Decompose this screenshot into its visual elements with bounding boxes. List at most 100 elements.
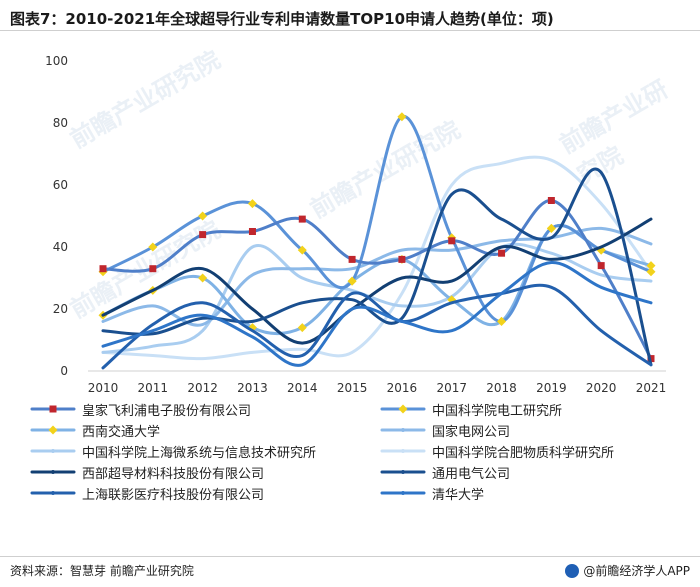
data-point (398, 255, 406, 263)
legend-item: 皇家飞利浦电子股份有限公司 (30, 398, 251, 420)
data-point (599, 329, 603, 332)
data-point (101, 366, 105, 370)
data-point (400, 292, 404, 295)
legend-swatch (30, 425, 76, 435)
y-tick-label: 40 (53, 240, 68, 254)
data-point (251, 320, 254, 323)
x-tick-label: 2010 (88, 381, 119, 395)
data-point (599, 245, 603, 249)
data-point (500, 239, 503, 242)
legend-swatch (30, 470, 76, 474)
data-point (550, 252, 553, 255)
x-tick-label: 2016 (387, 381, 418, 395)
data-point (201, 301, 204, 304)
data-point (199, 231, 207, 239)
footer-brand-text: @前瞻经济学人APP (583, 564, 690, 578)
data-point (151, 345, 155, 348)
data-point (500, 292, 503, 295)
chart-title: 图表7：2010-2021年全球超导行业专利申请数量TOP10申请人趋势(单位：… (10, 10, 554, 28)
data-point (151, 304, 155, 308)
series-10 (101, 260, 653, 367)
data-point (148, 242, 158, 252)
data-point (248, 228, 256, 235)
data-point (599, 202, 603, 205)
brand-logo-icon (565, 563, 580, 578)
data-point (201, 314, 204, 317)
data-point (350, 351, 354, 354)
data-point (251, 335, 254, 339)
legend-label: 中国科学院合肥物质科学研究所 (432, 445, 615, 461)
data-point (397, 112, 407, 122)
data-point (450, 193, 453, 196)
series-line (101, 283, 653, 370)
data-point (649, 242, 653, 246)
legend-item: 中国科学院上海微系统与信息技术研究所 (30, 440, 316, 462)
data-point (350, 292, 354, 295)
data-point (347, 276, 357, 286)
data-point (301, 267, 304, 270)
legend-swatch (380, 404, 426, 414)
data-point (101, 345, 105, 348)
legend-swatch (30, 491, 76, 495)
x-tick-label: 2014 (287, 381, 318, 395)
legend-swatch (30, 449, 76, 453)
y-tick-label: 20 (53, 302, 68, 316)
data-point (350, 267, 354, 270)
data-point (550, 159, 553, 162)
x-tick-label: 2017 (436, 381, 467, 395)
data-point (649, 217, 653, 221)
data-point (599, 273, 603, 277)
x-tick-label: 2020 (586, 381, 617, 395)
data-point (201, 329, 204, 332)
y-tick-label: 60 (53, 178, 68, 192)
legend-swatch (380, 449, 426, 453)
data-point (400, 276, 404, 280)
data-point (251, 329, 254, 332)
data-point (450, 248, 453, 252)
data-point (251, 273, 254, 277)
legend-marker (401, 449, 405, 453)
data-point (251, 351, 254, 354)
series-1 (99, 197, 655, 363)
legend-marker (51, 470, 55, 474)
footer-brand: @前瞻经济学人APP (565, 562, 690, 579)
data-point (500, 245, 503, 249)
legend-swatch (30, 405, 76, 413)
y-tick-label: 100 (45, 54, 68, 68)
legend-item: 中国科学院电工研究所 (380, 398, 562, 420)
legend-label: 国家电网公司 (432, 424, 511, 440)
legend-swatch (380, 428, 426, 432)
data-point (550, 258, 553, 261)
data-point (151, 289, 155, 292)
data-point (301, 354, 304, 357)
legend-marker (401, 491, 405, 495)
data-point (251, 245, 254, 249)
legend-label: 上海联影医疗科技股份有限公司 (82, 487, 265, 503)
legend-label: 西部超导材料科技股份有限公司 (82, 466, 265, 482)
x-tick-label: 2013 (237, 381, 268, 395)
data-point (450, 301, 453, 304)
data-point (198, 273, 208, 283)
x-tick-label: 2011 (138, 381, 169, 395)
legend-item: 西南交通大学 (30, 419, 160, 441)
data-point (450, 183, 453, 187)
data-point (151, 329, 155, 332)
data-point (498, 249, 506, 257)
data-point (301, 363, 304, 366)
legend-item: 西部超导材料科技股份有限公司 (30, 461, 264, 483)
data-point (101, 351, 105, 354)
data-point (301, 276, 304, 280)
data-point (198, 211, 208, 221)
data-point (251, 307, 254, 311)
legend-marker (48, 425, 58, 435)
data-point (400, 320, 404, 323)
data-point (301, 341, 304, 345)
x-tick-label: 2019 (536, 381, 567, 395)
data-point (99, 265, 107, 273)
data-point (547, 197, 555, 204)
data-point (201, 323, 204, 326)
data-point (350, 289, 354, 292)
line-chart: 0 20 40 60 80 100 2010 2011 2012 2013 2014 2015 2016… (45, 54, 666, 395)
legend-item: 通用电气公司 (380, 461, 510, 483)
data-point (550, 261, 553, 264)
